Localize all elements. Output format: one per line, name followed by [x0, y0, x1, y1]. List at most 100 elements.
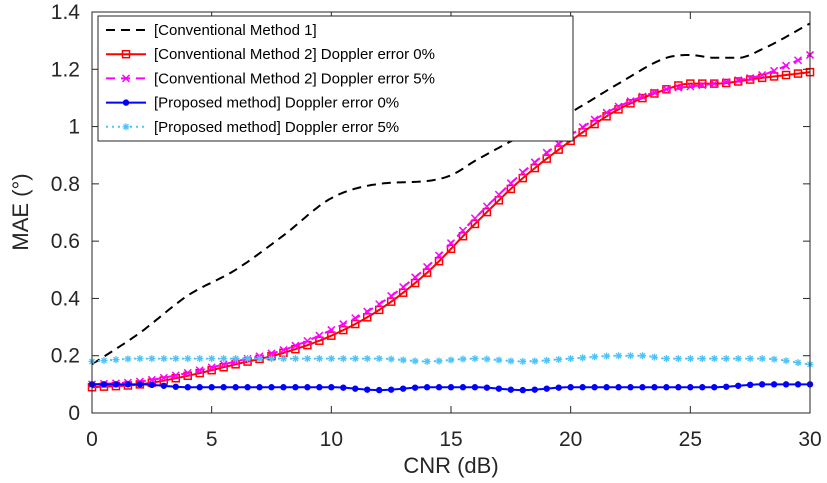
series-2-marker	[494, 190, 503, 199]
series-3-marker	[411, 384, 419, 391]
series-2-marker	[171, 371, 180, 380]
series-4-marker	[758, 355, 766, 363]
series-4-marker	[447, 356, 455, 364]
series-3-marker	[782, 381, 790, 388]
series-4-marker	[423, 357, 431, 365]
series-2-marker	[411, 273, 420, 282]
series-3-marker	[447, 384, 455, 391]
series-4-marker	[112, 356, 120, 364]
series-2-marker	[674, 83, 683, 92]
series-3-marker	[770, 381, 778, 388]
series-4-marker	[579, 354, 587, 362]
y-tick-label: 0.2	[51, 345, 80, 368]
series-2-marker	[399, 282, 408, 292]
series-4-marker	[100, 357, 108, 365]
series-3-marker	[711, 384, 718, 391]
series-2-marker	[147, 375, 156, 384]
series-3-marker	[304, 384, 311, 391]
legend-marker-3	[122, 99, 130, 106]
series-1-marker	[698, 79, 707, 88]
series-1-marker	[351, 319, 360, 329]
series-3-marker	[735, 382, 742, 389]
series-3-marker	[579, 384, 586, 391]
series-3-marker	[124, 381, 132, 388]
series-3-marker	[758, 381, 766, 388]
series-1-marker	[374, 305, 384, 315]
series-4-marker	[435, 357, 443, 365]
legend-entry-0: [Conventional Method 1]	[106, 22, 317, 39]
series-3-marker	[555, 384, 562, 391]
series-2-marker	[267, 349, 276, 358]
axis-layer: 0 5 10 15 20 25 30 0 0.2 0.4 0.6 0.8 1 1.2 1.4	[51, 1, 822, 451]
series-4-marker	[220, 355, 228, 363]
series-4-marker	[686, 355, 694, 363]
series-3-marker	[208, 384, 215, 391]
series-4-marker	[746, 355, 754, 363]
series-2-marker	[363, 307, 372, 316]
series-3-marker	[100, 381, 108, 388]
series-1-marker	[434, 256, 444, 266]
series-4-marker	[375, 355, 383, 363]
legend: [Conventional Method 1] [Conventional Met…	[97, 15, 574, 142]
series-1-marker	[410, 278, 420, 288]
series-3-marker	[244, 384, 251, 391]
series-3-marker	[423, 384, 431, 391]
series-3-marker	[794, 381, 802, 388]
series-4-marker	[279, 355, 287, 363]
series-3-marker	[256, 384, 263, 391]
series-3-marker	[160, 382, 167, 389]
series-2-marker	[518, 168, 527, 177]
series-2-marker	[698, 81, 707, 90]
series-2-marker	[638, 92, 647, 101]
series-4-marker	[363, 355, 371, 363]
series-1-marker	[506, 184, 516, 194]
x-tick-label: 10	[320, 428, 343, 451]
series-1-marker	[362, 313, 372, 322]
series-1-marker	[769, 72, 779, 81]
series-4-marker	[339, 355, 347, 363]
series-1-marker	[781, 70, 791, 80]
series-layer	[87, 22, 815, 394]
series-3-marker	[615, 384, 622, 391]
series-2-marker	[291, 341, 300, 350]
series-4-marker	[734, 355, 742, 363]
series-3-marker	[172, 383, 179, 390]
series-3-marker	[723, 383, 730, 390]
series-3-marker	[292, 384, 299, 391]
series-3-marker	[651, 384, 658, 391]
legend-entry-4: [Proposed method] Doppler error 5%	[106, 119, 399, 136]
legend-marker-2	[121, 74, 131, 83]
series-3-marker	[220, 384, 227, 391]
series-1-marker	[733, 77, 743, 86]
series-2-marker	[626, 97, 635, 106]
series-4-marker	[232, 355, 240, 363]
series-3-marker	[316, 384, 323, 391]
series-3-marker	[136, 381, 144, 388]
x-axis-label: CNR (dB)	[403, 453, 498, 478]
series-1-marker	[745, 75, 755, 84]
series-4-marker	[662, 355, 670, 363]
x-tick-label: 0	[86, 428, 98, 451]
series-2-marker	[159, 373, 168, 382]
series-1-marker	[554, 145, 563, 154]
y-tick-label: 0	[68, 402, 80, 425]
series-3-marker	[746, 381, 754, 389]
series-1-marker	[327, 331, 336, 340]
series-2-marker	[351, 314, 360, 323]
series-2-marker	[746, 74, 755, 83]
series-2-marker	[183, 368, 192, 377]
series-4-marker	[567, 355, 575, 363]
series-1-marker	[674, 81, 683, 90]
series-3-marker	[663, 384, 670, 391]
y-axis-label: MAE (°)	[8, 173, 33, 250]
series-3-marker	[399, 385, 407, 392]
series-4-marker	[244, 355, 252, 363]
series-2-marker	[219, 360, 228, 369]
legend-entry-1: [Conventional Method 2] Doppler error 0%	[106, 46, 435, 63]
series-1-marker	[530, 163, 540, 173]
series-3-marker	[519, 386, 526, 394]
legend-label-3: [Proposed method] Doppler error 0%	[154, 95, 399, 112]
series-3-marker	[376, 386, 383, 394]
series-4-marker	[650, 353, 658, 361]
series-3-marker	[459, 384, 467, 391]
